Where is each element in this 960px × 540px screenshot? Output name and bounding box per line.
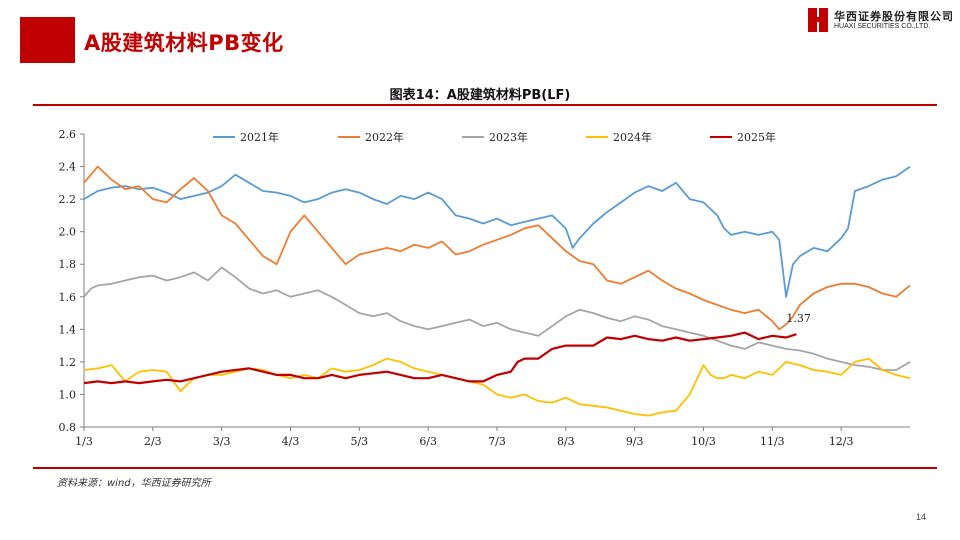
logo-company-name-en: HUAXI SECURITIES CO.,LTD. (834, 23, 931, 30)
x-tick-label: 1/3 (75, 435, 93, 448)
annotation-latest-value: 1.37 (786, 312, 811, 325)
y-tick-label: 2.6 (59, 128, 77, 141)
x-tick-label: 8/3 (557, 435, 575, 448)
y-tick-label: 1.6 (59, 291, 77, 304)
huaxi-logo: 华西证券股份有限公司 HUAXI SECURITIES CO.,LTD. (808, 5, 953, 35)
legend-label-2021: 2021年 (240, 130, 279, 144)
x-tick-label: 2/3 (144, 435, 162, 448)
page-title: A股建筑材料PB变化 (84, 31, 284, 55)
source-note: 资料来源：wind，华西证券研究所 (57, 478, 211, 489)
legend-label-2024: 2024年 (613, 130, 652, 144)
y-tick-label: 2.0 (59, 226, 77, 239)
x-tick-label: 4/3 (282, 435, 300, 448)
bottom-divider (33, 467, 937, 469)
legend-label-2025: 2025年 (737, 130, 776, 144)
x-tick-label: 11/3 (760, 435, 785, 448)
title-accent-bar (20, 17, 75, 63)
series-line-2024 (83, 357, 911, 417)
x-tick-label: 10/3 (691, 435, 716, 448)
figure-title: 图表14：A股建筑材料PB(LF) (389, 88, 571, 103)
series-line-2023 (83, 266, 911, 371)
x-tick-label: 12/3 (829, 435, 854, 448)
series-line-2021 (83, 165, 911, 298)
page-number: 14 (916, 512, 927, 522)
x-tick-label: 6/3 (419, 435, 437, 448)
series-line-2022 (83, 165, 911, 331)
y-tick-label: 2.4 (59, 161, 77, 174)
series-line-2025 (83, 331, 797, 385)
x-tick-label: 3/3 (213, 435, 231, 448)
x-tick-label: 5/3 (350, 435, 368, 448)
y-tick-label: 1.4 (59, 323, 77, 336)
legend-label-2022: 2022年 (365, 130, 404, 144)
top-divider (33, 104, 937, 106)
legend-label-2023: 2023年 (489, 130, 528, 144)
x-tick-label: 7/3 (488, 435, 506, 448)
logo-company-name: 华西证券股份有限公司 (834, 10, 954, 23)
y-tick-label: 1.8 (59, 258, 77, 271)
huaxi-logo-icon (808, 8, 828, 32)
y-tick-label: 2.2 (59, 193, 77, 206)
y-tick-label: 1.0 (59, 388, 77, 401)
x-tick-label: 9/3 (626, 435, 644, 448)
y-tick-label: 1.2 (59, 356, 77, 369)
y-tick-label: 0.8 (59, 421, 77, 434)
